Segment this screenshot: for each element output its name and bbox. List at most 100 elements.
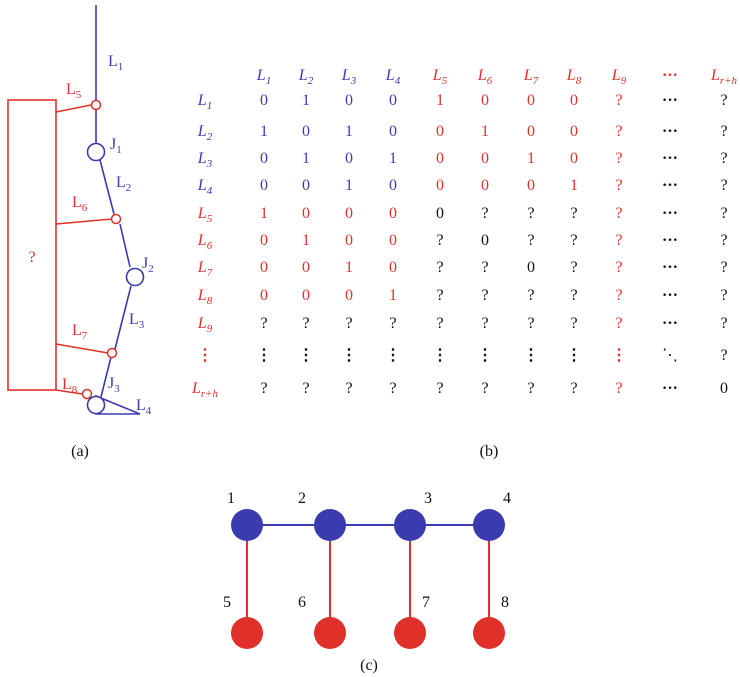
matrix-row-header-10: ⋮: [197, 347, 213, 364]
matrix-cell-r8-c2: 0: [302, 287, 310, 304]
matrix-cell-r1-c3: 0: [345, 92, 353, 109]
label-l6: L6: [72, 194, 88, 214]
matrix-col-header-6: L6: [477, 67, 493, 87]
link-l5-connector: [55, 104, 92, 113]
matrix-row-header-8: L8: [197, 287, 213, 307]
matrix-cell-r8-c4: 1: [389, 287, 397, 304]
matrix-cell-r9-c3: ?: [345, 315, 352, 332]
joint-j3: [86, 395, 106, 415]
matrix-cell-r10-c5: ⋮: [432, 347, 448, 364]
node-8: [473, 617, 505, 649]
matrix-row-header-1: L1: [197, 92, 212, 112]
matrix-cell-r6-c2: 1: [302, 232, 310, 249]
matrix-cell-r5-c9: ?: [615, 205, 622, 222]
node-2: [314, 509, 346, 541]
matrix-cell-r6-c7: ?: [527, 232, 534, 249]
matrix-cell-r11-c4: ?: [389, 380, 396, 397]
matrix-cell-r6-c1: 0: [260, 232, 268, 249]
matrix-cell-r1-c4: 0: [389, 92, 397, 109]
link-l7-connector: [55, 343, 109, 354]
panel-a: ? L1 L2 L3 L4 L5 L6 L7 L8 J1 J2: [7, 5, 154, 460]
matrix-cell-r7-c5: ?: [436, 259, 443, 276]
matrix-cell-r7-c11: ?: [720, 259, 727, 276]
node-5-label: 5: [223, 594, 231, 611]
matrix-cell-r1-c9: ?: [615, 92, 622, 109]
matrix-cell-r8-c1: 0: [260, 287, 268, 304]
matrix-cell-r6-c8: ?: [570, 232, 577, 249]
matrix-cell-r3-c11: ?: [720, 150, 727, 167]
joint-l7-pin: [106, 347, 118, 359]
matrix-cell-r11-c7: ?: [527, 380, 534, 397]
joint-l5-pin: [90, 99, 102, 111]
node-6: [314, 617, 346, 649]
node-3: [394, 509, 426, 541]
matrix-cell-r2-c9: ?: [615, 123, 622, 140]
matrix-cell-r6-c10: ···: [662, 232, 678, 249]
label-l4: L4: [136, 397, 152, 417]
matrix-cell-r9-c1: ?: [260, 315, 267, 332]
matrix-cell-r10-c4: ⋮: [385, 347, 401, 364]
matrix-row-header-3: L3: [197, 150, 213, 170]
matrix-cell-r3-c6: 0: [481, 150, 489, 167]
matrix-cell-r11-c5: ?: [436, 380, 443, 397]
matrix-cell-r2-c2: 0: [302, 123, 310, 140]
matrix-cell-r11-c9: ?: [615, 380, 622, 397]
matrix-cell-r11-c10: ···: [662, 380, 678, 397]
matrix-cell-r2-c1: 1: [260, 123, 268, 140]
matrix-cell-r8-c8: ?: [570, 287, 577, 304]
matrix-row-header-11: Lr+h: [191, 380, 219, 400]
matrix-col-header-3: L3: [341, 67, 357, 87]
caption-a: (a): [71, 443, 89, 460]
matrix-cell-r5-c7: ?: [527, 205, 534, 222]
unknown-link-box: [7, 99, 57, 391]
matrix-cell-r11-c3: ?: [345, 380, 352, 397]
matrix-cell-r5-c3: 0: [345, 205, 353, 222]
matrix-cell-r7-c6: ?: [481, 259, 488, 276]
label-l7: L7: [72, 322, 88, 342]
matrix-cell-r4-c10: ···: [662, 177, 678, 194]
matrix-cell-r10-c2: ⋮: [298, 347, 314, 364]
matrix-cell-r4-c2: 0: [302, 177, 310, 194]
matrix-col-header-10: ···: [662, 67, 678, 84]
matrix-cell-r5-c8: ?: [570, 205, 577, 222]
matrix-cell-r1-c6: 0: [481, 92, 489, 109]
matrix-cell-r9-c6: ?: [481, 315, 488, 332]
matrix-cell-r4-c1: 0: [260, 177, 268, 194]
matrix-col-header-5: L5: [432, 67, 448, 87]
matrix-cell-r11-c2: ?: [302, 380, 309, 397]
link-l8-connector: [55, 389, 83, 395]
matrix-cell-r8-c11: ?: [720, 287, 727, 304]
matrix-cell-r10-c1: ⋮: [256, 347, 272, 364]
matrix-cell-r7-c9: ?: [615, 259, 622, 276]
matrix-cell-r8-c6: ?: [481, 287, 488, 304]
matrix-cell-r11-c6: ?: [481, 380, 488, 397]
matrix-col-header-11: Lr+h: [710, 67, 738, 87]
matrix-cell-r3-c8: 0: [570, 150, 578, 167]
matrix-cell-r11-c8: ?: [570, 380, 577, 397]
matrix-cell-r3-c2: 1: [302, 150, 310, 167]
matrix-row-header-4: L4: [197, 177, 213, 197]
matrix-cell-r9-c2: ?: [302, 315, 309, 332]
adjacency-matrix: L1 L2 L3 L4 L5 L6 L7 L8 L9 ··· Lr+h L1 0 1 0 0 1 0 0 0? ···?…: [191, 67, 738, 400]
matrix-cell-r9-c5: ?: [436, 315, 443, 332]
matrix-cell-r2-c4: 0: [389, 123, 397, 140]
matrix-cell-r6-c3: 0: [345, 232, 353, 249]
matrix-cell-r4-c9: ?: [615, 177, 622, 194]
matrix-cell-r3-c9: ?: [615, 150, 622, 167]
matrix-cell-r9-c7: ?: [527, 315, 534, 332]
matrix-cell-r5-c11: ?: [720, 205, 727, 222]
label-j2: J2: [142, 255, 154, 275]
matrix-col-header-9: L9: [611, 67, 627, 87]
matrix-cell-r7-c2: 0: [302, 259, 310, 276]
link-l2-line-upper: [99, 159, 115, 215]
matrix-cell-r5-c4: 0: [389, 205, 397, 222]
matrix-cell-r1-c8: 0: [570, 92, 578, 109]
label-l1: L1: [108, 53, 123, 73]
matrix-cell-r9-c8: ?: [570, 315, 577, 332]
matrix-col-header-8: L8: [566, 67, 582, 87]
node-1-label: 1: [227, 490, 235, 507]
matrix-cell-r8-c5: ?: [436, 287, 443, 304]
matrix-col-header-7: L7: [523, 67, 539, 87]
matrix-cell-r7-c10: ···: [662, 259, 678, 276]
label-l8: L8: [62, 376, 78, 396]
